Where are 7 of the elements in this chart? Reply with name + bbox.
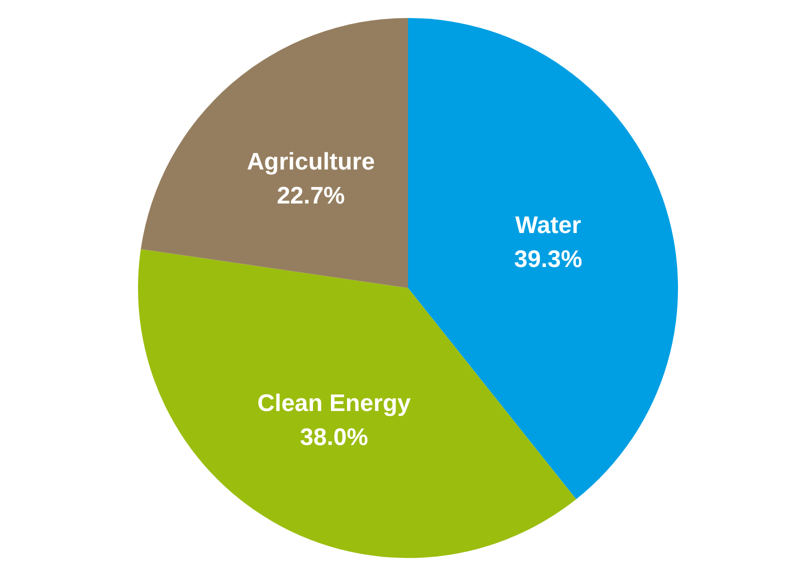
data-label: 38.0% bbox=[300, 424, 368, 451]
slice-label: Water bbox=[515, 212, 582, 240]
slice-label: Agriculture bbox=[246, 148, 375, 176]
data-label: 22.7% bbox=[276, 182, 345, 210]
slice-label: Clean Energy bbox=[257, 390, 412, 417]
pie-slice bbox=[140, 18, 408, 288]
data-label: 39.3% bbox=[514, 246, 582, 274]
